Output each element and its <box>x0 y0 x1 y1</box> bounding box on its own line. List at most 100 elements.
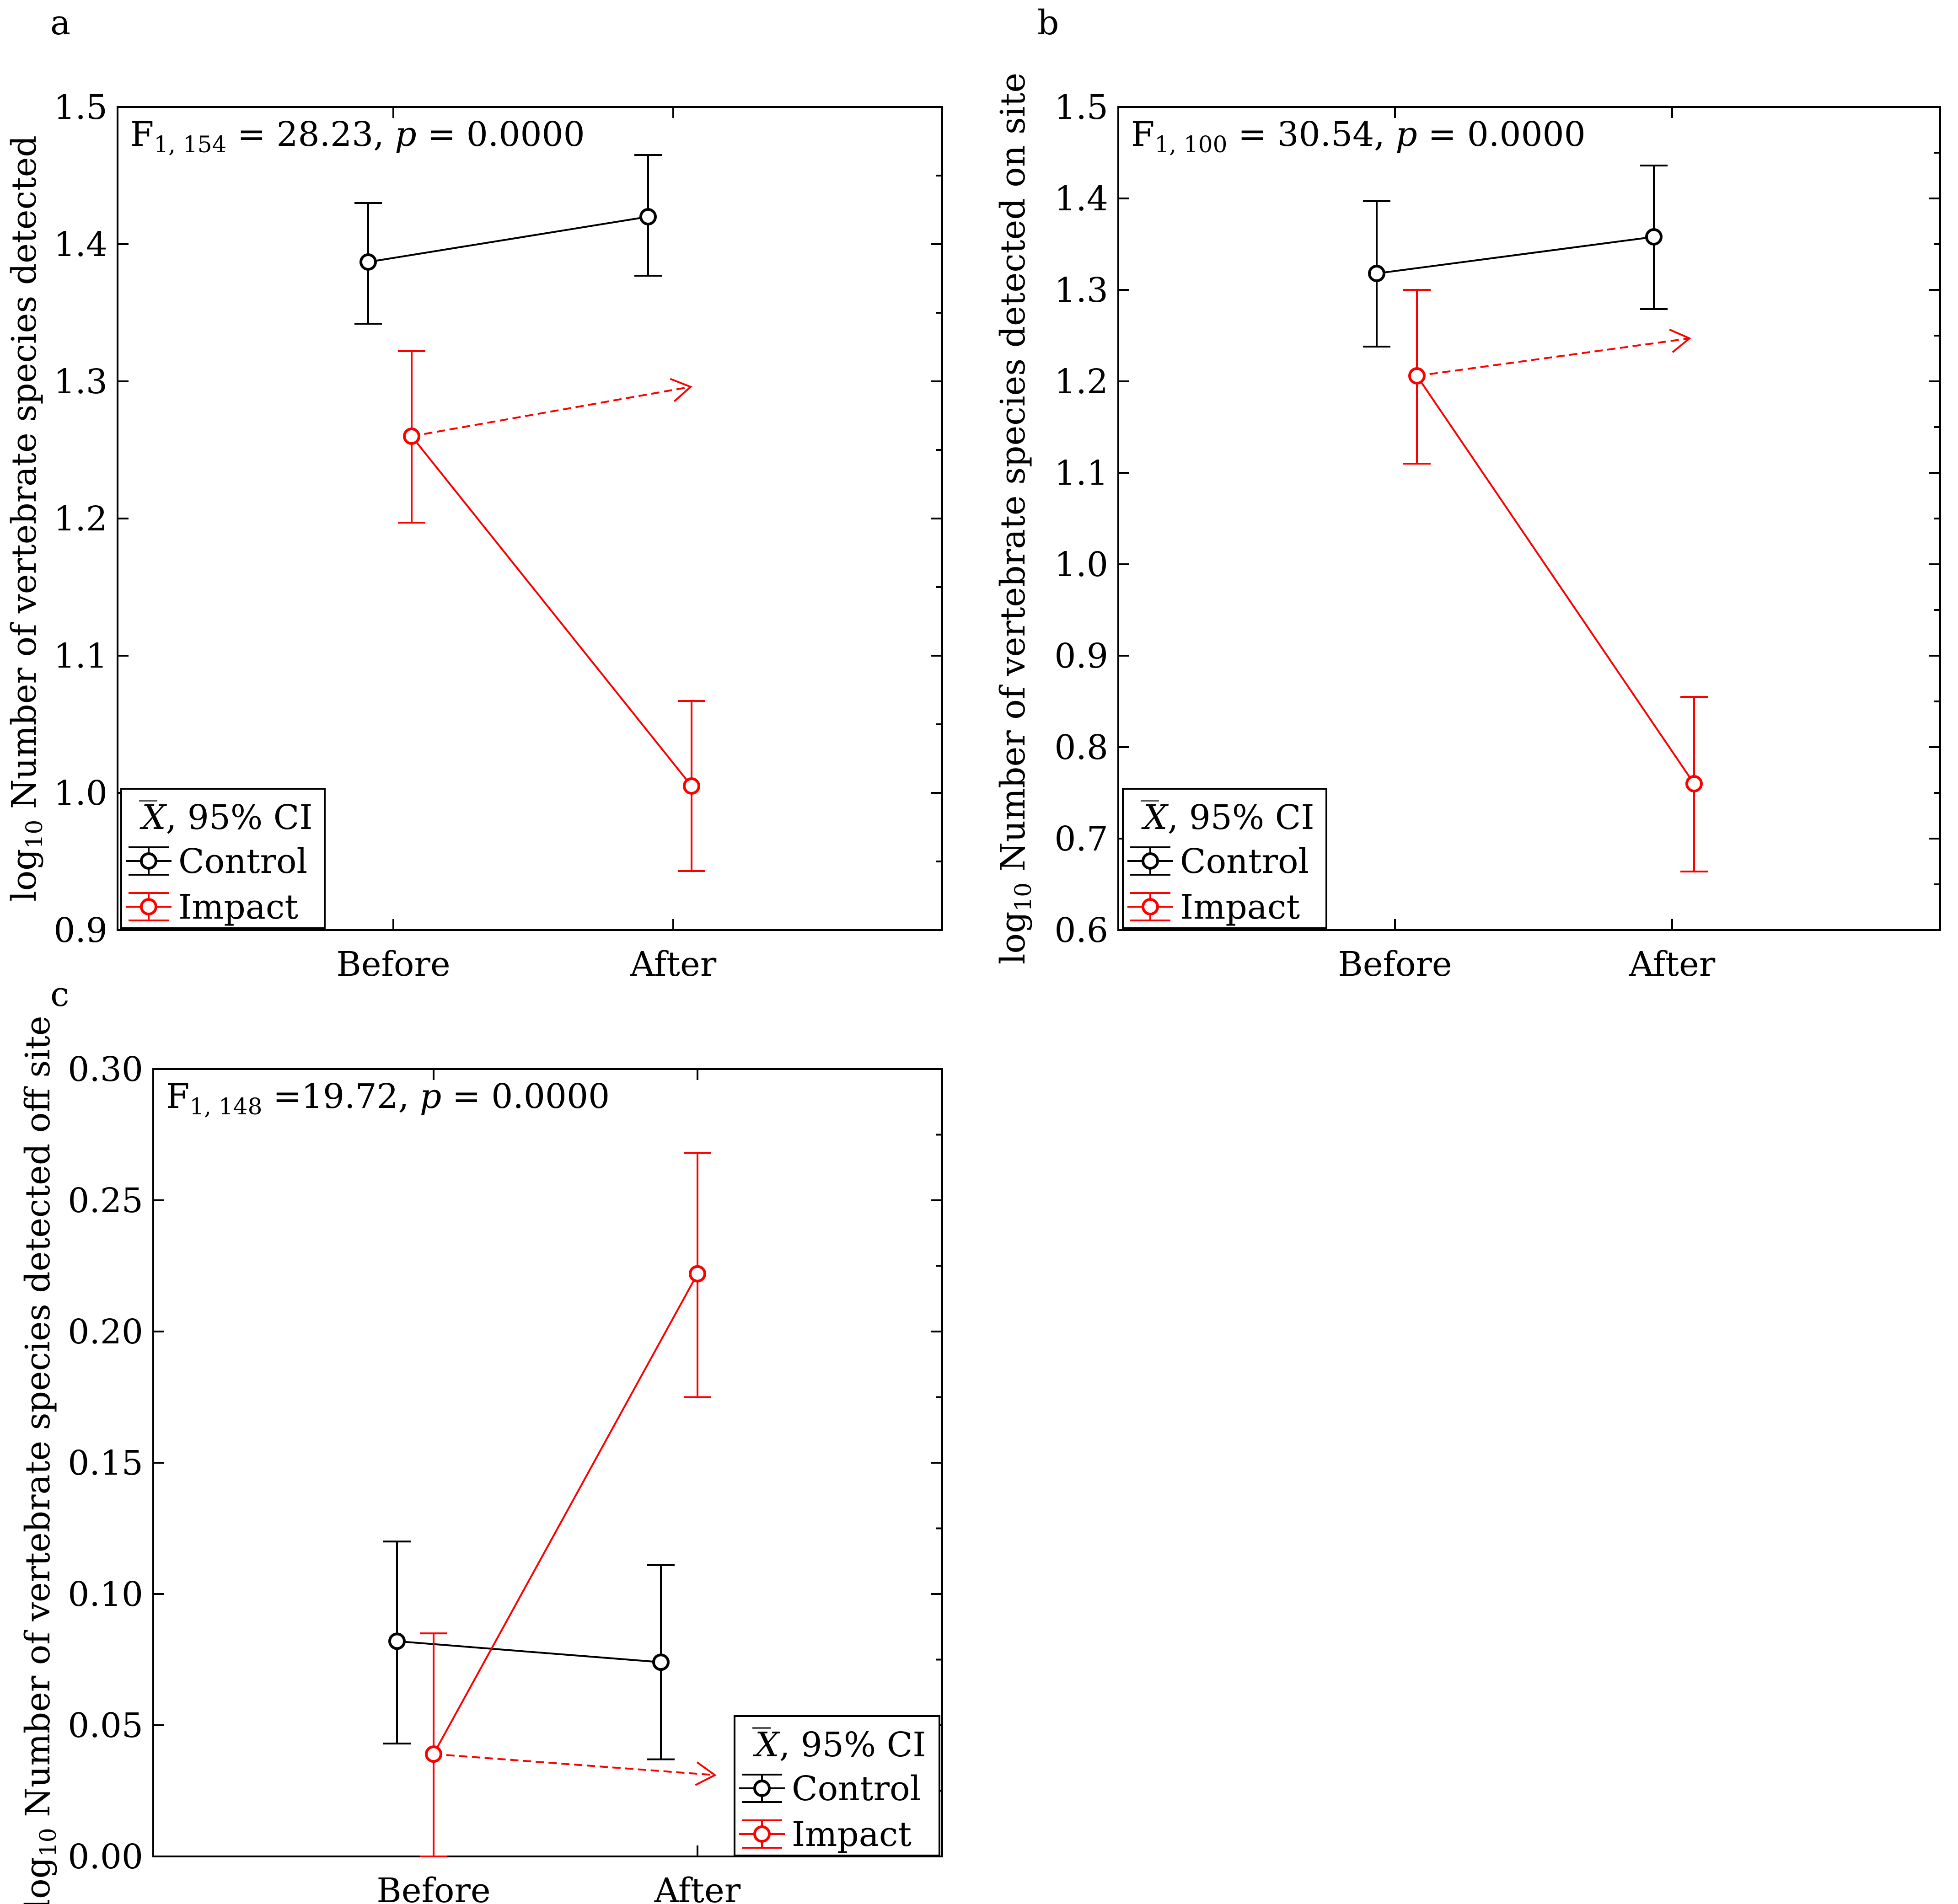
legend-title-rest: , 95% CI <box>779 1725 926 1765</box>
y-tick-label: 0.7 <box>1054 819 1108 859</box>
mean-marker <box>1408 367 1426 385</box>
stat-p-symbol: p <box>1395 115 1417 154</box>
legend-title-symbol: X <box>1141 798 1169 837</box>
mean-marker <box>403 428 420 445</box>
y-tick-label: 1.4 <box>1054 179 1108 219</box>
chart-panel-a: a 0.9 1.0 1.1 1.2 1.3 1.4 1.5 Before After log10 N… <box>5 3 943 984</box>
legend-entry-control: Control <box>1180 842 1309 881</box>
legend-marker-control <box>1142 852 1159 870</box>
stat-subscript: 1, 154 <box>154 131 226 158</box>
mean-marker <box>388 1632 406 1650</box>
expected-trend-arrowhead <box>670 378 692 402</box>
y-tick-label: 0.8 <box>1054 728 1108 767</box>
mean-marker <box>652 1653 670 1671</box>
mean-marker <box>683 777 700 795</box>
mean-marker <box>1685 775 1703 792</box>
series-control <box>1363 165 1668 348</box>
y-axis-label-prefix: log <box>5 849 44 902</box>
y-tick-label: 1.0 <box>1054 545 1108 584</box>
legend-entry-impact: Impact <box>1180 888 1300 927</box>
mean-marker <box>425 1745 442 1763</box>
x-tick-label: After <box>630 945 717 984</box>
series-impact <box>398 350 705 872</box>
panel-label: c <box>50 975 69 1014</box>
x-tick-label: Before <box>1338 945 1452 984</box>
stat-p-symbol: p <box>420 1077 441 1116</box>
y-axis-label: log10 Number of vertebrate species detec… <box>993 73 1036 964</box>
legend-entry-control: Control <box>792 1769 921 1808</box>
y-tick-label: 1.5 <box>1054 88 1108 127</box>
x-tick-label: Before <box>376 1871 490 1904</box>
series-line-control <box>397 1640 661 1663</box>
y-tick-label: 0.10 <box>68 1575 143 1614</box>
x-tick-label: After <box>654 1871 741 1904</box>
y-axis-label-text: Number of vertebrate species detected <box>5 135 44 820</box>
legend: X, 95% CI Control Impact <box>1122 788 1327 929</box>
stat-annotation: F1, 154 = 28.23, p = 0.0000 <box>130 115 585 158</box>
y-axis-label-subscript: 10 <box>35 1828 61 1857</box>
legend-marker-impact <box>140 898 157 915</box>
series-line-impact <box>1416 375 1695 785</box>
stat-value: = 30.54, <box>1227 115 1395 154</box>
y-tick-label: 1.2 <box>1054 362 1108 401</box>
legend-title-symbol: X <box>139 798 167 837</box>
y-tick-label: 1.1 <box>1054 454 1108 493</box>
y-tick-label: 0.9 <box>54 911 107 950</box>
legend-entry-impact: Impact <box>178 888 298 927</box>
y-axis-label-prefix: log <box>993 912 1033 965</box>
y-tick-label: 0.00 <box>68 1837 143 1877</box>
legend: X, 95% CI Control Impact <box>120 788 326 929</box>
series-line-control <box>368 216 649 263</box>
y-tick-label: 1.2 <box>54 499 107 539</box>
y-axis-label-prefix: log <box>18 1857 58 1904</box>
y-axis-label-subscript: 10 <box>21 820 48 849</box>
x-tick-label: Before <box>336 945 450 984</box>
stat-prefix: F <box>1131 115 1154 154</box>
y-tick-label: 0.6 <box>1054 911 1108 950</box>
stat-value: = 28.23, <box>226 115 395 154</box>
mean-marker <box>1645 228 1663 246</box>
stat-p-value: = 0.0000 <box>417 115 585 154</box>
legend-title-rest: , 95% CI <box>166 798 313 837</box>
stat-value: =19.72, <box>262 1077 419 1116</box>
expected-trend-dashed-line <box>433 1753 715 1776</box>
legend-marker-impact <box>753 1825 771 1843</box>
expected-trend-arrowhead <box>695 1761 717 1786</box>
y-axis-label: log10 Number of vertebrate species detec… <box>5 135 48 902</box>
chart-panel-b: b 0.6 0.7 0.8 0.9 1.0 1.1 1.2 1.3 1.4 1.5 Before Aft… <box>993 3 1941 984</box>
stat-prefix: F <box>130 115 154 154</box>
stat-subscript: 1, 100 <box>1154 131 1227 158</box>
y-tick-label: 1.1 <box>54 636 107 676</box>
y-axis-label: log10 Number of vertebrate species detec… <box>18 1016 61 1904</box>
mean-marker <box>689 1265 706 1283</box>
series-line-impact <box>433 1273 698 1755</box>
stat-subscript: 1, 148 <box>189 1093 262 1120</box>
legend-title: X, 95% CI <box>753 1725 926 1765</box>
stat-p-symbol: p <box>395 115 416 154</box>
legend-title: X, 95% CI <box>1141 798 1314 837</box>
legend-marker-control <box>753 1780 771 1797</box>
series-line-impact <box>411 435 692 787</box>
series-control <box>354 154 662 325</box>
expected-trend-arrowhead <box>1669 328 1691 353</box>
y-tick-label: 0.9 <box>1054 636 1108 676</box>
legend-entry-impact: Impact <box>792 1815 912 1854</box>
y-tick-label: 1.4 <box>54 225 107 264</box>
panel-label: b <box>1037 3 1059 43</box>
series-control <box>383 1540 675 1760</box>
y-tick-label: 0.15 <box>68 1444 143 1483</box>
stat-p-value: = 0.0000 <box>441 1077 610 1116</box>
stat-p-value: = 0.0000 <box>1417 115 1586 154</box>
y-axis-label-text: Number of vertebrate species detected on… <box>993 73 1033 882</box>
series-impact <box>420 1152 717 1857</box>
series-impact <box>1403 289 1708 872</box>
stat-prefix: F <box>166 1077 189 1116</box>
y-tick-label: 1.0 <box>54 774 107 813</box>
y-tick-label: 0.05 <box>68 1706 143 1745</box>
y-axis-label-text: Number of vertebrate species detected of… <box>18 1016 58 1828</box>
panel-label: a <box>50 3 70 43</box>
y-axis-label-subscript: 10 <box>1010 882 1036 912</box>
mean-marker <box>359 253 377 271</box>
